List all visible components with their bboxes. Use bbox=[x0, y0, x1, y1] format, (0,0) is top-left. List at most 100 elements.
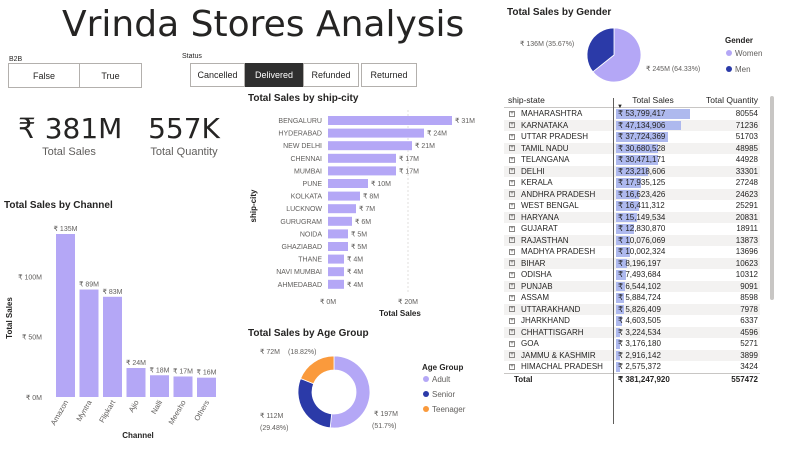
row-state-label: KERALA bbox=[521, 178, 553, 188]
expand-icon[interactable]: + bbox=[509, 363, 515, 370]
row-quantity: 44928 bbox=[735, 155, 758, 165]
row-state-label: HIMACHAL PRADESH bbox=[521, 362, 603, 372]
expand-icon[interactable]: + bbox=[509, 329, 515, 336]
row-sales: ₹ 12,830,870 bbox=[614, 223, 692, 235]
table-row[interactable]: + HARYANA ₹ 15,149,534 20831 bbox=[504, 211, 760, 223]
expand-icon[interactable]: + bbox=[509, 271, 515, 278]
row-state: + WEST BENGAL bbox=[504, 201, 614, 210]
city-chart-title: Total Sales by ship-city bbox=[248, 93, 359, 104]
expand-icon[interactable]: + bbox=[509, 248, 515, 255]
row-sales-value: ₹ 10,076,069 bbox=[618, 235, 666, 245]
category-label: MUMBAI bbox=[294, 168, 322, 175]
data-label: ₹ 10M bbox=[371, 180, 391, 188]
row-quantity: 71236 bbox=[735, 120, 758, 130]
expand-icon[interactable]: + bbox=[509, 191, 515, 198]
table-row[interactable]: + ODISHA ₹ 7,493,684 10312 bbox=[504, 269, 760, 281]
sort-desc-icon[interactable]: ▼ bbox=[617, 104, 623, 110]
table-row[interactable]: + ANDHRA PRADESH ₹ 16,623,426 24623 bbox=[504, 188, 760, 200]
total-quantity: 557472 bbox=[731, 374, 758, 384]
category-label: Nalli bbox=[149, 398, 164, 415]
expand-icon[interactable]: + bbox=[509, 214, 515, 221]
expand-icon[interactable]: + bbox=[509, 340, 515, 347]
data-label: ₹ 197M bbox=[374, 410, 398, 418]
table-body: + MAHARASHTRA ₹ 53,799,417 80554 + KARNATAKA ₹… bbox=[504, 108, 760, 373]
expand-icon[interactable]: + bbox=[509, 306, 515, 313]
expand-icon[interactable]: + bbox=[509, 294, 515, 301]
expand-icon[interactable]: + bbox=[509, 283, 515, 290]
expand-icon[interactable]: + bbox=[509, 122, 515, 129]
table-row[interactable]: + JHARKHAND ₹ 4,603,505 6337 bbox=[504, 315, 760, 327]
row-state-label: MADHYA PRADESH bbox=[521, 247, 596, 257]
expand-icon[interactable]: + bbox=[509, 202, 515, 209]
row-sales: ₹ 10,076,069 bbox=[614, 235, 692, 247]
table-row[interactable]: + UTTARAKHAND ₹ 5,826,409 7978 bbox=[504, 303, 760, 315]
expand-icon[interactable]: + bbox=[509, 352, 515, 359]
header-total-sales[interactable]: Total Sales bbox=[632, 94, 674, 105]
category-label: PUNE bbox=[303, 181, 323, 188]
kpi-total-quantity-value: 557K bbox=[148, 112, 220, 145]
b2b-option-false[interactable]: False bbox=[8, 63, 80, 88]
status-option-delivered[interactable]: Delivered bbox=[245, 63, 303, 87]
bar bbox=[328, 216, 352, 226]
data-label: ₹ 4M bbox=[347, 256, 363, 264]
status-option-cancelled[interactable]: Cancelled bbox=[190, 63, 245, 87]
table-row[interactable]: + GOA ₹ 3,176,180 5271 bbox=[504, 338, 760, 350]
expand-icon[interactable]: + bbox=[509, 133, 515, 140]
b2b-option-true[interactable]: True bbox=[80, 63, 142, 88]
table-row[interactable]: + MAHARASHTRA ₹ 53,799,417 80554 bbox=[504, 108, 760, 120]
data-bar bbox=[616, 350, 620, 360]
table-row[interactable]: + TAMIL NADU ₹ 30,680,528 48985 bbox=[504, 142, 760, 154]
row-state: + TAMIL NADU bbox=[504, 144, 614, 153]
table-row[interactable]: + RAJASTHAN ₹ 10,076,069 13873 bbox=[504, 234, 760, 247]
row-quantity: 51703 bbox=[735, 132, 758, 142]
row-state-label: KARNATAKA bbox=[521, 120, 569, 130]
status-option-refunded[interactable]: Refunded bbox=[303, 63, 359, 87]
table-row[interactable]: + DELHI ₹ 23,218,606 33301 bbox=[504, 165, 760, 178]
row-sales-value: ₹ 30,471,171 bbox=[618, 155, 666, 165]
data-bar bbox=[616, 316, 623, 326]
row-sales: ₹ 4,603,505 bbox=[614, 315, 692, 327]
data-bar bbox=[616, 132, 668, 142]
row-state: + KERALA bbox=[504, 178, 614, 187]
table-row[interactable]: + GUJARAT ₹ 12,830,870 18911 bbox=[504, 223, 760, 235]
expand-icon[interactable]: + bbox=[509, 145, 515, 152]
expand-icon[interactable]: + bbox=[509, 179, 515, 186]
expand-icon[interactable]: + bbox=[509, 237, 515, 244]
table-row[interactable]: + BIHAR ₹ 8,196,197 10623 bbox=[504, 257, 760, 269]
category-label: NAVI MUMBAI bbox=[276, 269, 322, 276]
expand-icon[interactable]: + bbox=[509, 110, 515, 117]
expand-icon[interactable]: + bbox=[509, 225, 515, 232]
expand-icon[interactable]: + bbox=[509, 260, 515, 267]
data-percent: (18.82%) bbox=[288, 349, 316, 356]
channel-chart: ₹ 0M ₹ 50M ₹ 100M Total Sales ₹ 135M Amazon ₹ … bbox=[5, 225, 217, 440]
table-scrollbar[interactable] bbox=[770, 96, 774, 300]
row-sales: ₹ 23,218,606 bbox=[614, 166, 692, 178]
table-row[interactable]: + KARNATAKA ₹ 47,134,906 71236 bbox=[504, 119, 760, 131]
row-state: + HIMACHAL PRADESH bbox=[504, 362, 614, 371]
bar bbox=[150, 375, 169, 397]
table-row[interactable]: + UTTAR PRADESH ₹ 37,724,369 51703 bbox=[504, 131, 760, 143]
data-label: ₹ 17M bbox=[399, 155, 419, 163]
table-row[interactable]: + JAMMU & KASHMIR ₹ 2,916,142 3899 bbox=[504, 349, 760, 361]
expand-icon[interactable]: + bbox=[509, 168, 515, 175]
table-row[interactable]: + KERALA ₹ 17,935,125 27248 bbox=[504, 177, 760, 189]
row-sales-value: ₹ 37,724,369 bbox=[618, 132, 666, 142]
expand-icon[interactable]: + bbox=[509, 156, 515, 163]
expand-icon[interactable]: + bbox=[509, 317, 515, 324]
table-row[interactable]: + PUNJAB ₹ 6,544,102 9091 bbox=[504, 280, 760, 292]
table-row[interactable]: + HIMACHAL PRADESH ₹ 2,575,372 3424 bbox=[504, 361, 760, 373]
table-row[interactable]: + TELANGANA ₹ 30,471,171 44928 bbox=[504, 154, 760, 166]
header-total-quantity[interactable]: Total Quantity bbox=[706, 94, 758, 105]
header-ship-state[interactable]: ship-state bbox=[508, 94, 545, 105]
table-total-row: Total ₹ 381,247,920 557472 bbox=[504, 372, 760, 385]
table-row[interactable]: + ASSAM ₹ 5,884,724 8598 bbox=[504, 292, 760, 304]
table-row[interactable]: + MADHYA PRADESH ₹ 10,002,324 13696 bbox=[504, 246, 760, 258]
row-state-label: ANDHRA PRADESH bbox=[521, 189, 596, 199]
table-row[interactable]: + WEST BENGAL ₹ 16,411,312 25291 bbox=[504, 200, 760, 212]
data-label: ₹ 7M bbox=[359, 205, 375, 213]
data-bar bbox=[616, 166, 648, 176]
status-option-returned[interactable]: Returned bbox=[361, 63, 417, 87]
row-state-label: GOA bbox=[521, 339, 539, 349]
row-sales-value: ₹ 16,623,426 bbox=[618, 189, 666, 199]
table-row[interactable]: + CHHATTISGARH ₹ 3,224,534 4596 bbox=[504, 326, 760, 338]
